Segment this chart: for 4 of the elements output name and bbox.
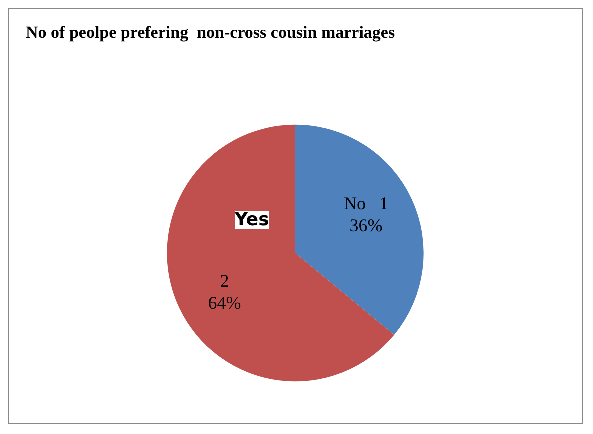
- chart-title: No of peolpe prefering non-cross cousin marriages: [26, 23, 396, 42]
- slice-label: No 1 36%: [344, 194, 389, 236]
- slice-label: Yes: [234, 210, 270, 230]
- data-label: 2 64%: [208, 270, 242, 313]
